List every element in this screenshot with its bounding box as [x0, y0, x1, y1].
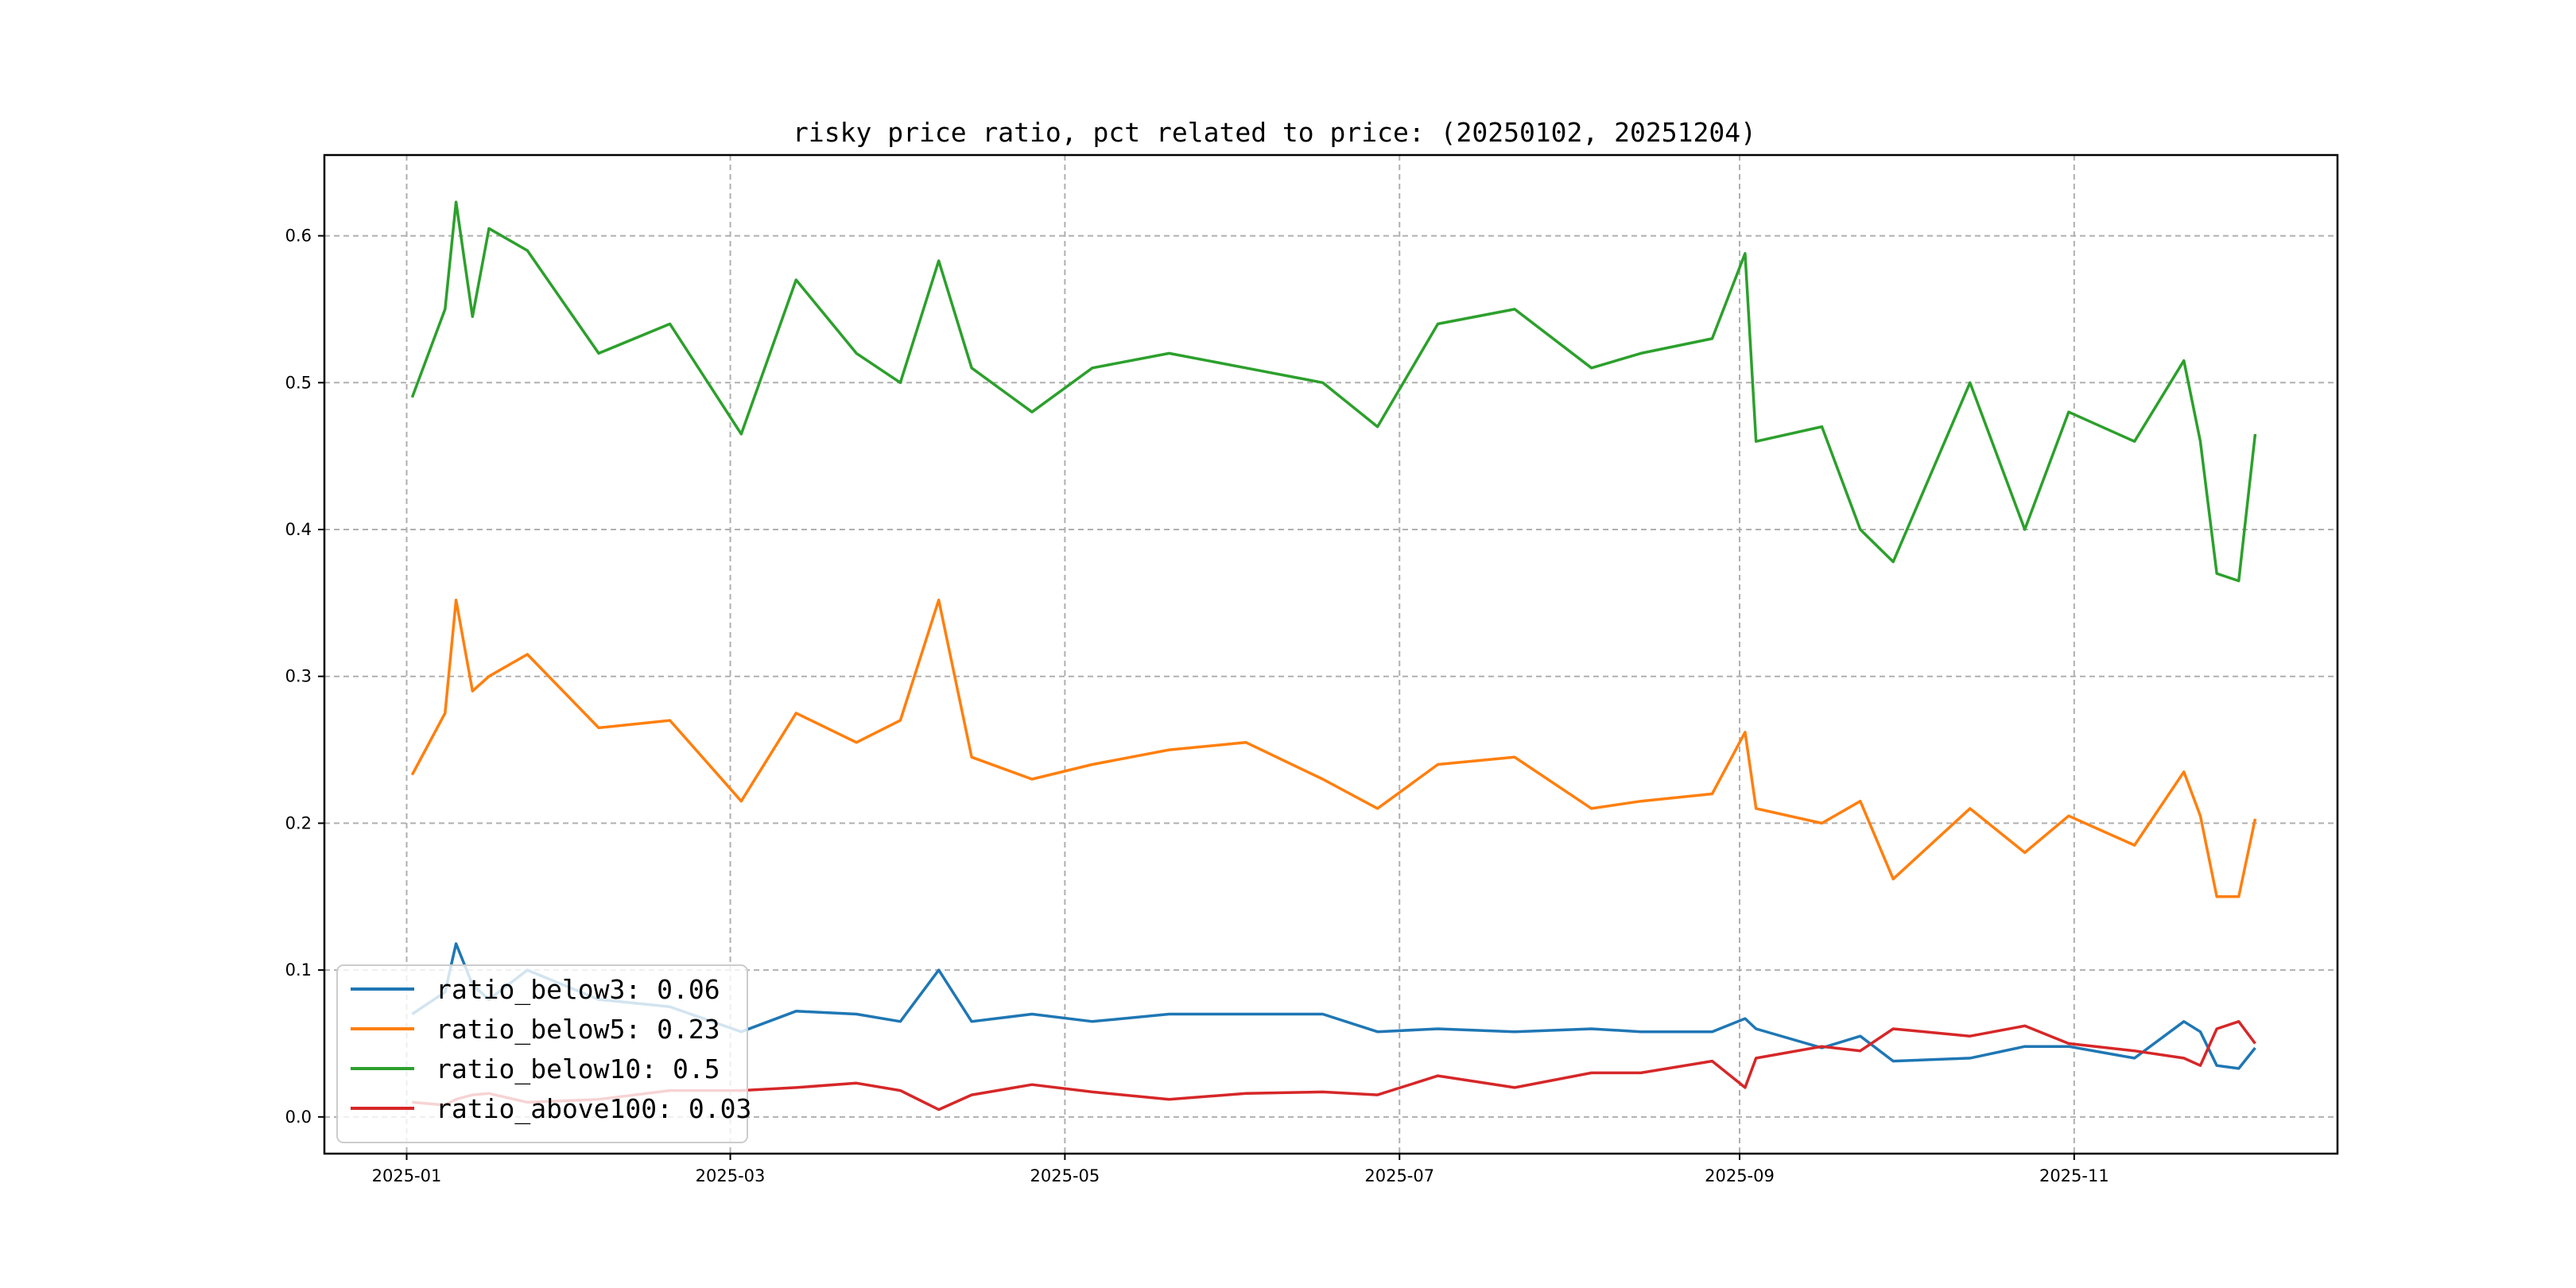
legend: ratio_below3: 0.06 ratio_below5: 0.23 rati… [336, 964, 751, 1143]
legend-label: ratio_above100: 0.03 [436, 1093, 751, 1125]
legend-box [336, 964, 748, 1143]
x-tick-label: 2025-05 [1030, 1166, 1100, 1185]
plot-frame [323, 153, 2339, 1155]
y-tick-label: 0.5 [285, 373, 312, 392]
legend-label: ratio_below3: 0.06 [436, 974, 720, 1006]
y-tick-label: 0.0 [285, 1108, 312, 1127]
x-tick-label: 2025-01 [372, 1166, 442, 1185]
series-line [410, 598, 2257, 898]
y-tick-label: 0.1 [285, 960, 312, 980]
chart-title: risky price ratio, pct related to price:… [793, 117, 1756, 148]
x-tick-label: 2025-09 [1705, 1166, 1775, 1185]
y-tick-label: 0.4 [285, 520, 312, 539]
x-tick-label: 2025-11 [2039, 1166, 2109, 1185]
y-tick-label: 0.2 [285, 813, 312, 832]
legend-label: ratio_below10: 0.5 [436, 1053, 720, 1085]
y-tick-label: 0.6 [285, 227, 312, 246]
x-tick-label: 2025-07 [1364, 1166, 1434, 1185]
legend-label: ratio_below5: 0.23 [436, 1014, 720, 1046]
y-tick-label: 0.3 [285, 667, 312, 686]
y-axis: 0.0 0.1 0.2 0.3 0.4 0.5 0.6 [285, 227, 324, 1127]
x-tick-label: 2025-03 [696, 1166, 766, 1185]
series-line [410, 200, 2257, 583]
x-axis: 2025-01 2025-03 2025-05 2025-07 2025-09 2025-… [372, 1154, 2109, 1185]
